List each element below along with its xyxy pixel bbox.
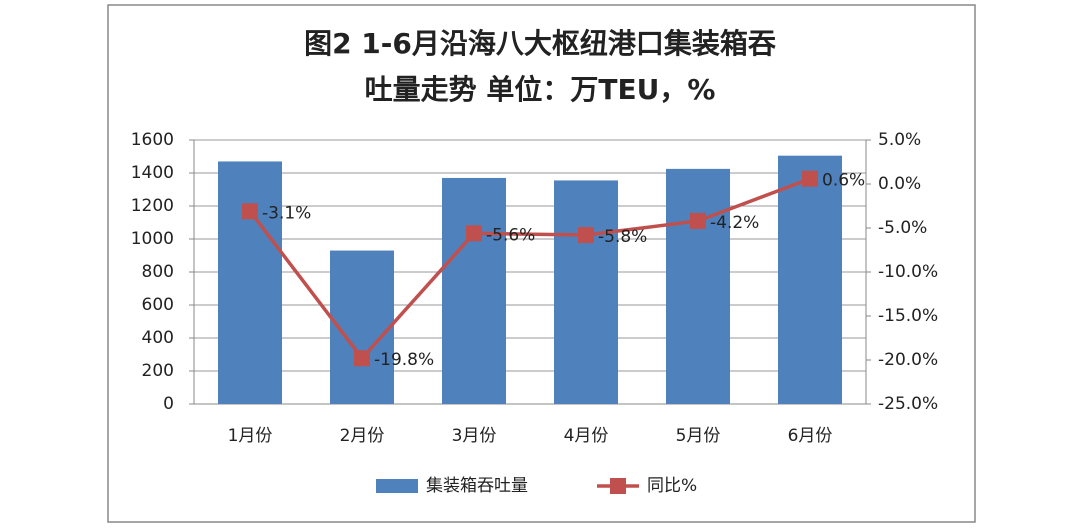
- x-tick-label: 3月份: [452, 426, 497, 446]
- y-tick-label: 800: [142, 262, 174, 282]
- line-marker: [466, 225, 482, 242]
- line-marker: [354, 350, 370, 367]
- y-tick-label: 1200: [131, 196, 174, 216]
- data-label: 0.6%: [822, 171, 865, 191]
- y2-tick-label: -15.0%: [878, 306, 938, 326]
- data-label: -19.8%: [374, 350, 434, 370]
- bar: [218, 161, 282, 404]
- x-tick-label: 1月份: [228, 426, 273, 446]
- x-tick-label: 2月份: [340, 426, 385, 446]
- bar: [554, 180, 618, 404]
- y-tick-label: 1600: [131, 130, 174, 150]
- chart-title: 图2 1-6月沿海八大枢纽港口集装箱吞: [304, 27, 776, 60]
- y2-tick-label: -10.0%: [878, 262, 938, 282]
- y-tick-label: 600: [142, 295, 174, 315]
- data-label: -4.2%: [710, 213, 759, 233]
- line-marker: [242, 203, 258, 220]
- y-tick-label: 1000: [131, 229, 174, 249]
- chart-title: 吐量走势 单位：万TEU，%: [365, 73, 716, 106]
- line-marker: [690, 212, 706, 229]
- legend-swatch: [610, 478, 626, 494]
- y-tick-label: 1400: [131, 163, 174, 183]
- data-label: -5.8%: [598, 227, 647, 247]
- line-marker: [578, 227, 594, 244]
- legend-swatch: [376, 479, 418, 493]
- legend-label: 同比%: [647, 476, 697, 496]
- x-tick-label: 5月份: [676, 426, 721, 446]
- legend-label: 集装箱吞吐量: [426, 476, 528, 496]
- y-tick-label: 200: [142, 361, 174, 381]
- x-tick-label: 4月份: [564, 426, 609, 446]
- x-tick-label: 6月份: [788, 426, 833, 446]
- line-marker: [802, 170, 818, 187]
- bar: [778, 155, 842, 404]
- y-tick-label: 0: [163, 394, 174, 414]
- bar: [442, 177, 506, 404]
- y-tick-label: 400: [142, 328, 174, 348]
- bar: [330, 250, 394, 404]
- data-label: -5.6%: [486, 225, 535, 245]
- y2-tick-label: -20.0%: [878, 350, 938, 370]
- bar: [666, 168, 730, 404]
- y2-tick-label: 5.0%: [878, 130, 921, 150]
- data-label: -3.1%: [262, 203, 311, 223]
- y2-tick-label: -25.0%: [878, 394, 938, 414]
- y2-tick-label: -5.0%: [878, 218, 927, 238]
- line: [248, 177, 811, 361]
- y2-tick-label: 0.0%: [878, 174, 921, 194]
